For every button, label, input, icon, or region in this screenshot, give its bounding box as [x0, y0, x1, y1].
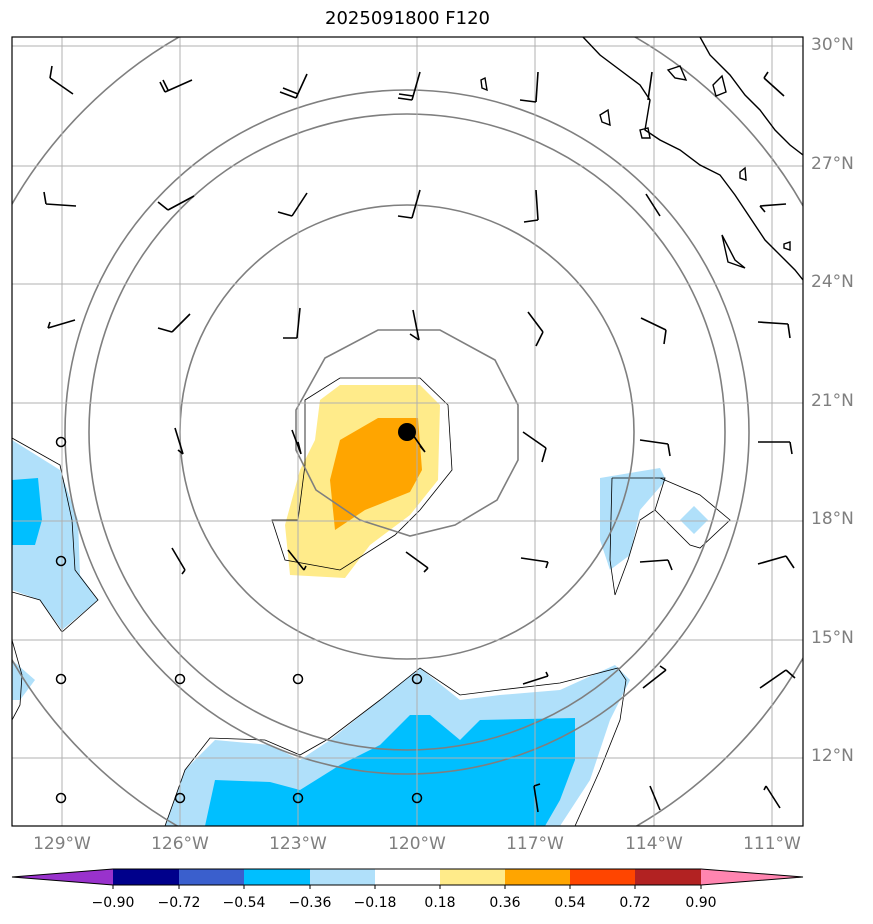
colorbar-tick-label: 0.54	[554, 895, 586, 911]
colorbar-segment	[375, 869, 440, 885]
graticule	[12, 37, 803, 826]
colorbar-segment	[635, 869, 701, 885]
colorbar-segment	[505, 869, 570, 885]
lon-label-117w: 117°W	[506, 834, 564, 854]
colorbar-tick-label: −0.90	[91, 895, 135, 911]
colorbar-extend-high	[701, 869, 803, 885]
colorbar	[11, 868, 804, 889]
lon-label-123w: 123°W	[269, 834, 327, 854]
lon-label-129w: 129°W	[33, 834, 91, 854]
lon-label-120w: 120°W	[388, 834, 446, 854]
wind-barbs	[43, 65, 796, 813]
colorbar-segment	[310, 869, 375, 885]
lat-label-18n: 18°N	[811, 509, 854, 529]
lat-label-24n: 24°N	[811, 272, 854, 292]
lat-label-27n: 27°N	[811, 154, 854, 174]
colorbar-segment	[570, 869, 635, 885]
shading-negative-east	[600, 468, 708, 570]
colorbar-segment	[113, 869, 179, 885]
range-rings	[12, 37, 803, 826]
lon-label-111w: 111°W	[743, 834, 801, 854]
colorbar-segment	[440, 869, 505, 885]
colorbar-tick-label: 0.36	[489, 895, 521, 911]
lat-label-12n: 12°N	[811, 746, 854, 766]
colorbar-tick-label: −0.54	[222, 895, 266, 911]
colorbar-tick-label: 0.90	[685, 895, 717, 911]
map-frame	[11, 36, 804, 827]
colorbar-tick-label: 0.72	[619, 895, 651, 911]
colorbar-extend-low	[12, 869, 113, 885]
lon-label-114w: 114°W	[625, 834, 683, 854]
lon-label-126w: 126°W	[151, 834, 209, 854]
lat-label-21n: 21°N	[811, 391, 854, 411]
lat-label-15n: 15°N	[811, 628, 854, 648]
calm-wind-markers	[55, 436, 423, 804]
coastline	[480, 37, 803, 281]
colorbar-tick-label: −0.72	[157, 895, 201, 911]
colorbar-tick-label: −0.36	[288, 895, 332, 911]
lat-label-30n: 30°N	[811, 35, 854, 55]
colorbar-tick-label: −0.18	[353, 895, 397, 911]
colorbar-segment	[179, 869, 244, 885]
chart-title: 2025091800 F120	[325, 8, 490, 29]
colorbar-segment	[244, 869, 310, 885]
storm-center-marker	[398, 423, 416, 441]
colorbar-tick-label: 0.18	[424, 895, 456, 911]
